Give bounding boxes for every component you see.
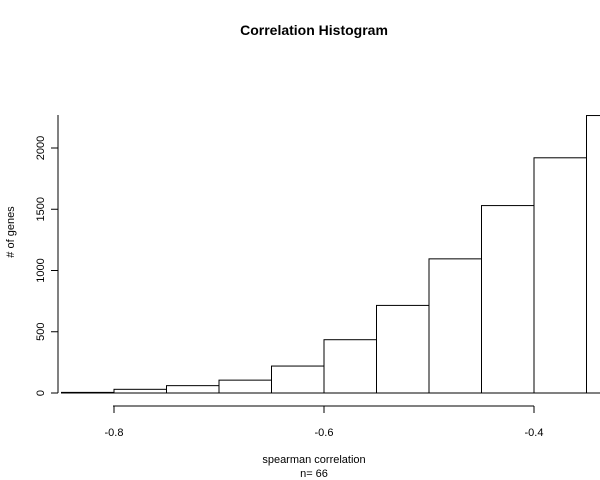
y-tick-label: 2000 — [35, 136, 47, 160]
x-axis-ticks: -0.8-0.6-0.4-0.20.00.20.4 — [105, 406, 544, 439]
histogram-bar — [533, 157, 587, 394]
y-tick-label: 500 — [35, 323, 47, 341]
histogram-bar — [271, 365, 325, 394]
y-tick-label: 0 — [35, 390, 47, 396]
histogram-bar — [481, 205, 535, 394]
y-tick-label: 1000 — [35, 258, 47, 282]
histogram-bar — [376, 304, 430, 394]
histogram-bar — [323, 339, 377, 394]
histogram-bar — [428, 258, 482, 394]
histogram-bar — [218, 379, 272, 394]
chart-title: Correlation Histogram — [240, 22, 388, 38]
x-tick-label: -0.6 — [315, 427, 334, 439]
bars-group — [61, 115, 600, 394]
y-axis-ticks: 0 500 1000 1500 2000 — [35, 136, 58, 396]
histogram-bar — [113, 388, 167, 394]
y-tick-label: 1500 — [35, 197, 47, 221]
x-axis-subtitle: n= 66 — [300, 468, 328, 480]
histogram-bar — [586, 115, 600, 394]
x-axis-title: spearman correlation — [262, 454, 365, 466]
histogram-bar — [166, 385, 220, 394]
x-tick-label: -0.4 — [525, 427, 544, 439]
x-tick-label: -0.8 — [105, 427, 124, 439]
y-axis-title: # of genes — [5, 206, 17, 258]
